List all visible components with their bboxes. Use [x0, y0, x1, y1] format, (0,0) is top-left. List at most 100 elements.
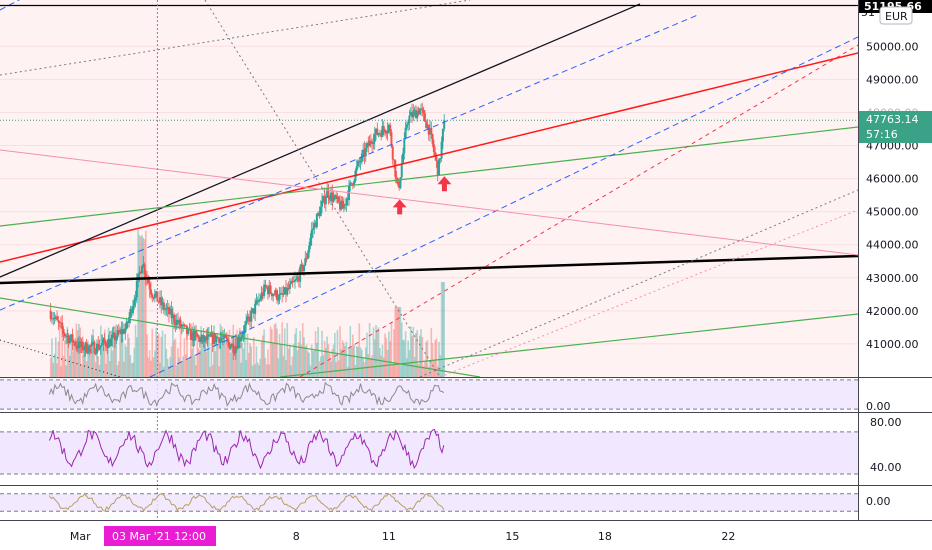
candle[interactable] [112, 332, 115, 335]
candle[interactable] [175, 319, 178, 326]
candle[interactable] [139, 272, 142, 274]
candle[interactable] [264, 284, 267, 287]
candle[interactable] [209, 334, 212, 337]
candle[interactable] [133, 300, 136, 306]
candle[interactable] [291, 280, 294, 283]
candle[interactable] [223, 334, 226, 339]
candle[interactable] [336, 196, 339, 199]
candle[interactable] [89, 345, 92, 347]
candle[interactable] [263, 284, 266, 296]
candle[interactable] [215, 337, 218, 342]
candle[interactable] [427, 124, 430, 135]
candle[interactable] [68, 338, 71, 343]
candle[interactable] [306, 252, 309, 259]
indicator-line[interactable] [48, 381, 445, 407]
candle[interactable] [101, 342, 104, 346]
candle[interactable] [330, 192, 333, 200]
candle[interactable] [126, 321, 129, 324]
candle[interactable] [281, 293, 284, 295]
candle[interactable] [295, 278, 298, 280]
candle[interactable] [187, 329, 190, 334]
candle[interactable] [279, 293, 282, 295]
candle[interactable] [332, 197, 335, 202]
candle[interactable] [272, 294, 275, 297]
candle[interactable] [367, 143, 370, 147]
candle[interactable] [198, 336, 201, 343]
candle[interactable] [180, 326, 183, 328]
candle[interactable] [170, 308, 173, 319]
candle[interactable] [412, 111, 415, 118]
candle[interactable] [342, 204, 345, 209]
candle[interactable] [214, 333, 217, 342]
candle[interactable] [165, 308, 168, 310]
candle[interactable] [368, 140, 371, 147]
candle[interactable] [125, 321, 128, 329]
candle[interactable] [92, 342, 95, 344]
candle[interactable] [233, 352, 236, 354]
candle[interactable] [337, 196, 340, 203]
candle[interactable] [423, 113, 426, 122]
candle[interactable] [283, 287, 286, 294]
candle[interactable] [440, 141, 443, 159]
candle[interactable] [335, 195, 338, 199]
candle[interactable] [312, 228, 315, 230]
candle[interactable] [54, 316, 57, 319]
candle[interactable] [232, 343, 235, 353]
candle[interactable] [364, 147, 367, 157]
candle[interactable] [261, 292, 264, 296]
candle[interactable] [227, 339, 230, 343]
candle[interactable] [234, 345, 237, 353]
candle[interactable] [317, 212, 320, 214]
candle[interactable] [305, 258, 308, 260]
candle[interactable] [344, 204, 347, 206]
candle[interactable] [221, 338, 224, 340]
candle[interactable] [134, 297, 137, 301]
currency-button[interactable] [879, 6, 913, 25]
candle[interactable] [76, 346, 79, 349]
candle[interactable] [151, 294, 154, 298]
candle[interactable] [178, 319, 181, 324]
candle[interactable] [80, 341, 83, 348]
candle[interactable] [380, 133, 383, 137]
candle[interactable] [104, 342, 107, 347]
candle[interactable] [363, 149, 366, 157]
candle[interactable] [72, 341, 75, 343]
candle[interactable] [268, 285, 271, 295]
candle[interactable] [81, 341, 84, 351]
candle[interactable] [200, 337, 203, 343]
candle[interactable] [167, 307, 170, 315]
candle[interactable] [418, 108, 421, 115]
candle[interactable] [378, 133, 381, 135]
candle[interactable] [62, 329, 65, 334]
candle[interactable] [117, 330, 120, 333]
candle[interactable] [321, 200, 324, 207]
candle[interactable] [97, 343, 100, 350]
candle[interactable] [300, 264, 303, 267]
candle[interactable] [323, 196, 326, 205]
candle[interactable] [399, 177, 402, 188]
candle[interactable] [203, 336, 206, 342]
candle[interactable] [255, 300, 258, 304]
candle[interactable] [269, 285, 272, 293]
candle[interactable] [191, 331, 194, 340]
candle[interactable] [225, 337, 228, 340]
candle[interactable] [441, 128, 444, 142]
candle[interactable] [143, 264, 146, 275]
candle[interactable] [130, 309, 133, 314]
candle[interactable] [83, 349, 86, 351]
candle[interactable] [359, 161, 362, 163]
candle[interactable] [160, 297, 163, 306]
candle[interactable] [99, 345, 102, 348]
candle[interactable] [247, 316, 250, 318]
candle[interactable] [292, 281, 295, 283]
candle[interactable] [218, 337, 221, 344]
candle[interactable] [108, 339, 111, 347]
candle[interactable] [85, 342, 88, 353]
candle[interactable] [237, 338, 240, 349]
candle[interactable] [408, 115, 411, 123]
candle[interactable] [309, 237, 312, 246]
candle[interactable] [115, 337, 118, 341]
candle[interactable] [138, 272, 141, 275]
candle[interactable] [252, 308, 255, 314]
